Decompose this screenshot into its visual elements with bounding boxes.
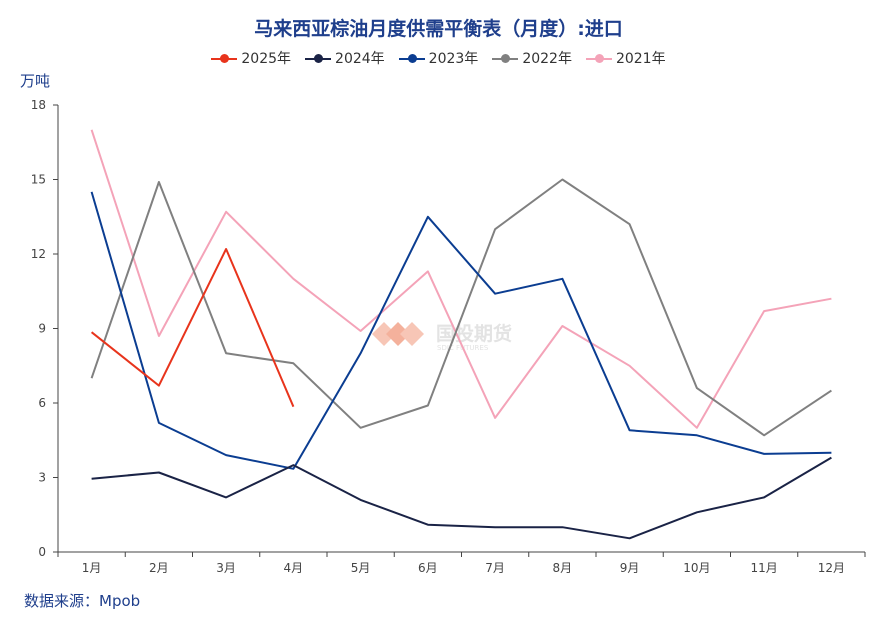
x-axis-ticks: 1月 2月 3月 4月 5月 6月 7月 8月 9月 10月 11月 12月 [57, 552, 866, 575]
y-tick-label: 6 [38, 396, 46, 410]
watermark: 国投期货 SDIC FUTURES [372, 322, 512, 352]
y-tick-label: 9 [38, 322, 46, 336]
legend-swatch-2022 [492, 52, 519, 64]
y-tick-label: 18 [31, 98, 46, 112]
x-tick-label: 11月 [750, 561, 777, 575]
y-axis-unit-label: 万吨 [20, 72, 51, 90]
source-note: 数据来源：Mpob [24, 592, 141, 610]
legend-item-2022[interactable]: 2022年 [492, 48, 572, 68]
y-tick-label: 15 [31, 173, 46, 187]
series-line-2021 [90, 129, 832, 429]
x-tick-label: 9月 [620, 561, 640, 575]
chart-legend[interactable]: 2025年 2024年 2023年 2022年 2021年 [0, 48, 877, 68]
legend-swatch-2024 [305, 52, 332, 64]
series-lines [90, 129, 832, 540]
x-tick-label: 8月 [553, 561, 573, 575]
legend-label-2021: 2021年 [615, 51, 666, 67]
y-axis-ticks: 0 3 6 9 12 15 18 [31, 98, 58, 559]
watermark-logo-icon [372, 322, 424, 346]
x-tick-label: 6月 [418, 561, 438, 575]
x-tick-label: 1月 [82, 561, 102, 575]
series-line-2024 [91, 456, 832, 540]
legend-label-2024: 2024年 [335, 51, 385, 67]
legend-label-2023: 2023年 [428, 51, 479, 67]
y-tick-label: 12 [31, 247, 46, 261]
legend-item-2025[interactable]: 2025年 [211, 48, 291, 68]
legend-item-2024[interactable]: 2024年 [305, 48, 385, 68]
legend-item-2021[interactable]: 2021年 [585, 48, 666, 68]
x-tick-label: 3月 [216, 561, 236, 575]
x-tick-label: 7月 [485, 561, 505, 575]
legend-swatch-2023 [398, 52, 425, 64]
legend-label-2022: 2022年 [522, 51, 572, 67]
y-tick-label: 0 [38, 545, 46, 559]
chart-title: 马来西亚棕油月度供需平衡表（月度）:进口 [254, 18, 623, 40]
series-line-2025 [90, 248, 295, 408]
x-tick-label: 5月 [351, 561, 371, 575]
x-tick-label: 4月 [284, 561, 304, 575]
x-tick-label: 10月 [683, 561, 710, 575]
y-tick-label: 3 [38, 471, 46, 485]
series-line-2023 [90, 191, 832, 470]
legend-item-2023[interactable]: 2023年 [398, 48, 479, 68]
legend-swatch-2021 [585, 52, 612, 64]
legend-swatch-2025 [211, 52, 238, 64]
x-tick-label: 12月 [818, 561, 845, 575]
legend-label-2025: 2025年 [241, 51, 292, 67]
series-line-2022 [90, 178, 832, 437]
watermark-main-text: 国投期货 [436, 322, 512, 345]
x-tick-label: 2月 [149, 561, 169, 575]
